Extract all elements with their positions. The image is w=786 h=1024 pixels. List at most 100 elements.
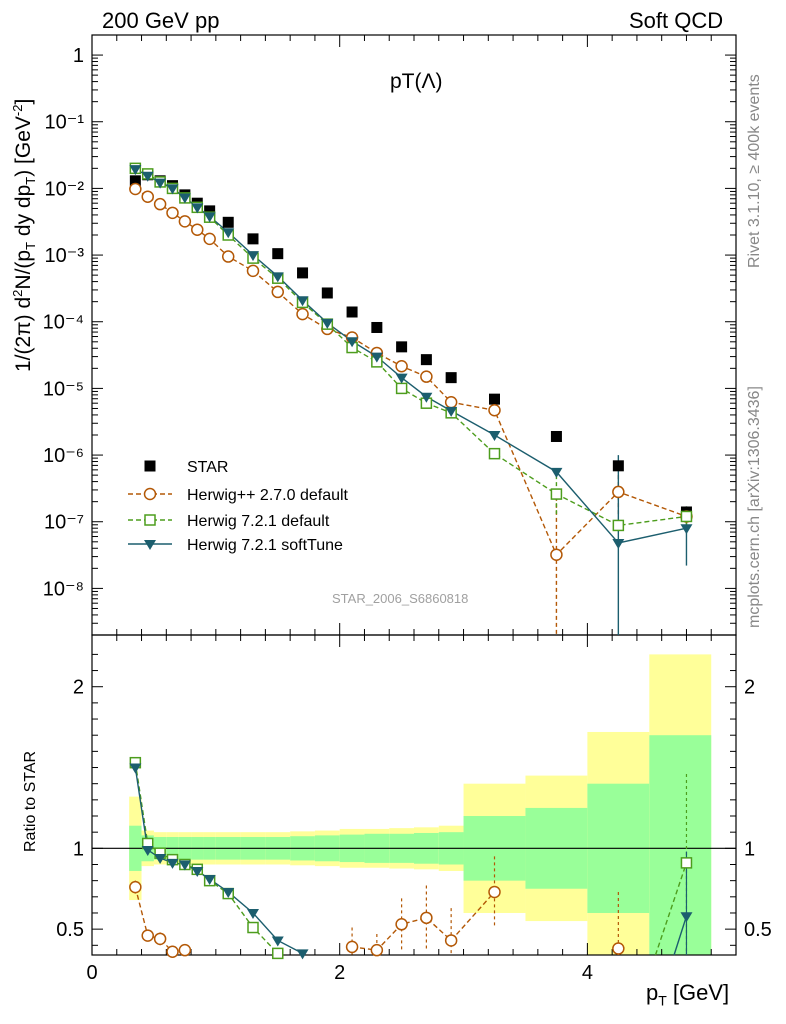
ratio-y-tick-label: 0.5 bbox=[56, 919, 84, 941]
main-y-tick-label: 10⁻² bbox=[45, 178, 85, 200]
main-point-s0 bbox=[321, 287, 333, 299]
ratio-point-s0 bbox=[153, 932, 167, 946]
ratio-point-s1 bbox=[680, 857, 693, 869]
main-point-s1 bbox=[271, 285, 285, 299]
ratio-point-s2 bbox=[222, 887, 235, 898]
ratio-point-s0 bbox=[395, 918, 408, 931]
main-curve-2 bbox=[135, 167, 687, 527]
x-tick-label: 4 bbox=[582, 962, 593, 984]
main-point-s2 bbox=[612, 519, 625, 532]
ratio-point-s2 bbox=[296, 949, 309, 960]
main-point-s0 bbox=[222, 216, 234, 228]
legend-label-0: STAR bbox=[187, 459, 228, 476]
main-point-s3 bbox=[321, 318, 334, 329]
main-point-s3 bbox=[680, 524, 693, 535]
main-point-s1 bbox=[246, 264, 260, 278]
main-point-s3 bbox=[488, 431, 501, 441]
main-point-s1 bbox=[129, 182, 142, 196]
ratio-point-s2 bbox=[154, 854, 167, 865]
ratio-point-s2 bbox=[141, 845, 154, 856]
main-point-s0 bbox=[247, 233, 259, 245]
legend-label-2: Herwig 7.2.1 default bbox=[187, 513, 330, 530]
ratio-point-s2 bbox=[247, 908, 259, 919]
main-y-tick-label: 10⁻⁵ bbox=[43, 378, 84, 400]
main-point-s3 bbox=[178, 193, 191, 204]
main-y-tick-label: 10⁻³ bbox=[45, 245, 85, 267]
main-point-s0 bbox=[204, 205, 216, 217]
main-point-s0 bbox=[612, 460, 624, 472]
main-point-s3 bbox=[445, 406, 458, 417]
main-point-s1 bbox=[296, 307, 309, 321]
main-point-s1 bbox=[203, 232, 216, 246]
main-point-s1 bbox=[191, 223, 204, 236]
x-axis-label: pT [GeV] bbox=[646, 980, 730, 1009]
main-y-tick-label: 10⁻⁶ bbox=[43, 445, 84, 467]
ratio-y-tick-label: 2 bbox=[73, 677, 84, 699]
header-left: 200 GeV pp bbox=[102, 8, 220, 33]
main-point-s3 bbox=[271, 272, 284, 283]
ratio-point-s2 bbox=[129, 763, 142, 774]
legend: STAR Herwig++ 2.7.0 default Herwig 7.2.1 d… bbox=[128, 459, 349, 554]
main-point-s1 bbox=[166, 206, 179, 220]
legend-marker-1 bbox=[143, 487, 157, 501]
main-point-s2 bbox=[680, 510, 693, 523]
main-y-tick-label: 10⁻⁸ bbox=[43, 578, 84, 600]
main-point-s0 bbox=[420, 354, 432, 366]
data-markers bbox=[129, 162, 693, 960]
main-point-s0 bbox=[396, 341, 408, 353]
main-point-s2 bbox=[395, 382, 408, 395]
main-point-s3 bbox=[191, 203, 204, 214]
ratio-point-s2 bbox=[166, 858, 179, 869]
ratio-point-s0 bbox=[141, 929, 154, 942]
ratio-point-s0 bbox=[129, 880, 142, 894]
main-point-s0 bbox=[550, 430, 562, 442]
ratio-y-tick-label-right: 1 bbox=[744, 838, 755, 860]
watermark: STAR_2006_S6860818 bbox=[332, 591, 469, 606]
main-point-s3 bbox=[346, 337, 359, 348]
ratio-point-s0 bbox=[488, 885, 501, 899]
main-point-s0 bbox=[371, 321, 383, 333]
main-point-s1 bbox=[444, 395, 458, 409]
x-tick-label: 0 bbox=[86, 962, 97, 984]
ratio-point-s0 bbox=[166, 945, 179, 959]
main-point-s3 bbox=[222, 228, 235, 239]
main-point-s0 bbox=[346, 306, 358, 318]
legend-label-3: Herwig 7.2.1 softTune bbox=[187, 537, 343, 554]
main-point-s3 bbox=[612, 538, 625, 549]
ratio-y-tick-label-right: 2 bbox=[744, 677, 755, 699]
y-axis-label-main: 1/(2π) d2N/(pT dy dpT) [GeV-2] bbox=[10, 98, 39, 372]
main-point-s3 bbox=[247, 251, 259, 262]
legend-marker-2 bbox=[144, 514, 156, 526]
ratio-point-s0 bbox=[370, 943, 384, 957]
ratio-y-tick-label-right: 0.5 bbox=[744, 919, 772, 941]
ratio-y-tick-label: 1 bbox=[73, 838, 84, 860]
ratio-point-s0 bbox=[345, 940, 359, 954]
legend-marker-0 bbox=[144, 460, 156, 472]
main-point-s0 bbox=[445, 372, 457, 384]
main-point-s0 bbox=[489, 393, 500, 405]
ratio-curve-1 bbox=[654, 862, 688, 956]
header-right: Soft QCD bbox=[629, 8, 724, 33]
ratio-point-s1 bbox=[272, 947, 284, 960]
ratio-curve-2 bbox=[673, 915, 688, 956]
main-point-s1 bbox=[153, 197, 167, 211]
main-y-tick-label: 10⁻¹ bbox=[45, 112, 85, 134]
ratio-point-s2 bbox=[271, 936, 284, 947]
main-y-tick-label: 1 bbox=[73, 45, 84, 67]
ratio-point-s0 bbox=[444, 934, 458, 947]
main-y-tick-label: 10⁻⁴ bbox=[43, 312, 84, 334]
y-axis-label-ratio: Ratio to STAR bbox=[22, 750, 39, 852]
main-point-s1 bbox=[550, 548, 563, 561]
main-point-s1 bbox=[221, 250, 235, 263]
axis-ticks: 1 10⁻¹ 10⁻² 10⁻³ 10⁻⁴ 10⁻⁵ 10⁻⁶ 10⁻⁷ 10⁻⁸ 0 2 4 0.5 0… bbox=[43, 34, 772, 984]
mcplots-label: mcplots.cern.ch [arXiv:1306.3436] bbox=[746, 386, 763, 628]
main-point-s1 bbox=[141, 190, 154, 203]
main-point-s2 bbox=[550, 488, 563, 500]
main-point-s1 bbox=[178, 215, 192, 228]
main-y-tick-label: 10⁻⁷ bbox=[44, 512, 84, 534]
rivet-label: Rivet 3.1.10, ≥ 400k events bbox=[746, 74, 763, 268]
ratio-point-s0 bbox=[178, 943, 192, 957]
main-point-s3 bbox=[166, 184, 179, 195]
main-point-s3 bbox=[154, 178, 167, 189]
